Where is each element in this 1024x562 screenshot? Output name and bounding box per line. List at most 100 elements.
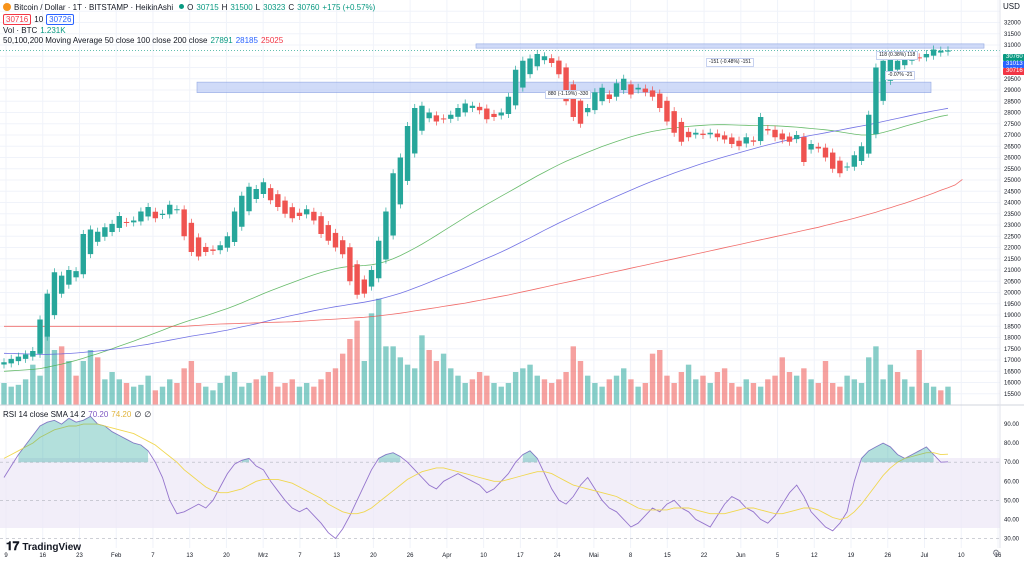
ma200-line [4, 179, 963, 327]
volume-bar-50 [361, 361, 368, 405]
volume-bar-64 [462, 383, 468, 405]
candle-body-64 [462, 103, 468, 113]
price-tick-15: 23000 [1004, 223, 1021, 229]
rsi-axis[interactable]: 30.00 40.00 50.00 60.00 70.00 80.00 90.00 [1004, 422, 1020, 542]
volume-bars [1, 298, 951, 405]
rsi-label[interactable]: RSI 14 close SMA 14 2 [3, 410, 86, 419]
measure-label-3[interactable]: 118 (0.38%) 118 [876, 51, 919, 60]
measure-label-2[interactable]: 880 (-1.19%) -330 [545, 90, 592, 99]
ma-label[interactable]: 50,100,200 Moving Average 50 close 100 c… [3, 36, 208, 45]
volume-bar-34 [246, 383, 252, 405]
volume-label[interactable]: Vol · BTC [3, 26, 38, 35]
rsi-overbought-fill [378, 452, 401, 463]
candle-body-6 [44, 293, 50, 337]
candle-body-41 [296, 212, 303, 216]
tradingview-icon: 𝟏𝟕 [6, 539, 20, 553]
candle-body-31 [224, 236, 231, 248]
currency-label[interactable]: USD [1003, 2, 1020, 11]
candle-body-118 [851, 155, 858, 167]
candle-body-101 [729, 137, 735, 144]
candle-body-98 [707, 132, 713, 135]
volume-bar-129 [930, 386, 937, 405]
settings-icon[interactable]: ⚙ [992, 548, 1001, 558]
price-tick-4: 17500 [1004, 347, 1021, 353]
time-axis[interactable]: 9 16 23 Feb 7 13 20 Mrz 7 13 20 26 Apr 10 17 24 Mai 8 15 22… [4, 553, 1002, 559]
volume-bar-62 [448, 368, 454, 405]
candle-body-97 [700, 133, 706, 135]
volume-bar-23 [167, 379, 173, 405]
price-tick-27: 29000 [1004, 88, 1021, 94]
rsi-tick-6: 90.00 [1004, 422, 1020, 428]
volume-bar-130 [938, 390, 944, 405]
volume-bar-118 [851, 379, 858, 405]
volume-bar-86 [621, 368, 627, 405]
candle-body-72 [520, 60, 526, 88]
volume-bar-82 [592, 383, 598, 405]
candle-body-89 [642, 88, 649, 93]
volume-bar-41 [296, 386, 303, 405]
measure-label-1[interactable]: -151 (-0.48%) -151 [706, 58, 754, 67]
volume-bar-35 [253, 379, 259, 405]
bitcoin-icon [3, 3, 11, 11]
volume-bar-99 [714, 372, 721, 405]
candle-body-21 [152, 211, 159, 219]
candle-body-32 [231, 211, 238, 242]
candle-body-13 [94, 231, 101, 242]
rsi-band [0, 458, 1000, 528]
volume-bar-115 [830, 383, 836, 405]
candle-body-46 [332, 232, 339, 248]
volume-bar-22 [159, 386, 166, 405]
candle-body-33 [239, 195, 245, 227]
time-tick-26: 10 [958, 553, 965, 559]
time-tick-17: 8 [629, 553, 633, 559]
candle-body-105 [757, 117, 764, 142]
candle-body-10 [73, 271, 79, 278]
candle-body-103 [743, 137, 749, 144]
ask-price-tag: 31013 [1003, 61, 1024, 68]
candle-body-43 [311, 211, 317, 221]
candle-body-14 [102, 227, 108, 237]
volume-bar-126 [909, 386, 915, 405]
candle-body-112 [808, 144, 814, 150]
volume-bar-49 [354, 320, 360, 405]
volume-bar-66 [476, 372, 483, 405]
price-tick-0: 15500 [1004, 392, 1021, 398]
candle-body-61 [440, 118, 447, 120]
price-tick-24: 27500 [1004, 122, 1021, 128]
candle-body-55 [397, 157, 404, 205]
volume-bar-104 [750, 383, 757, 405]
resistance-zones[interactable] [0, 43, 1000, 93]
symbol-title[interactable]: Bitcoin / Dollar · 1T · BITSTAMP · Heiki… [14, 3, 174, 12]
bid-ask: 30716 10 30726 [3, 14, 77, 25]
volume-bar-114 [822, 361, 829, 405]
buy-button[interactable]: 30726 [46, 14, 75, 25]
volume-bar-42 [303, 383, 310, 405]
tradingview-logo[interactable]: 𝟏𝟕 TradingView [6, 539, 81, 554]
volume-bar-33 [239, 386, 245, 405]
rsi-overbought-fill [18, 416, 149, 463]
volume-bar-81 [584, 375, 591, 405]
price-tick-23: 27000 [1004, 133, 1021, 139]
high-value: 31500 [230, 3, 253, 12]
volume-bar-36 [260, 375, 267, 405]
candle-body-106 [765, 129, 771, 131]
candle-body-82 [592, 92, 598, 111]
volume-bar-54 [390, 346, 396, 405]
volume-bar-113 [815, 383, 821, 405]
volume-bar-90 [649, 353, 656, 405]
symbol-legend: Bitcoin / Dollar · 1T · BITSTAMP · Heiki… [3, 2, 378, 13]
candle-body-99 [714, 133, 721, 138]
candle-body-63 [455, 108, 461, 117]
rsi-tick-2: 50.00 [1004, 498, 1020, 504]
price-tick-31: 31000 [1004, 43, 1021, 49]
candle-body-7 [51, 272, 58, 316]
measure-label-4[interactable]: -0.07% -21 [885, 71, 916, 80]
sell-button[interactable]: 30716 [3, 14, 32, 25]
time-tick-12: Apr [442, 553, 451, 559]
price-tick-21: 26000 [1004, 156, 1021, 162]
price-axis[interactable]: 15500 16000 16500 17000 17500 18000 18500 19000… [1004, 21, 1021, 398]
volume-bar-65 [469, 379, 476, 405]
volume-bar-85 [613, 375, 620, 405]
change-value: +175 (+0.57%) [322, 3, 376, 12]
